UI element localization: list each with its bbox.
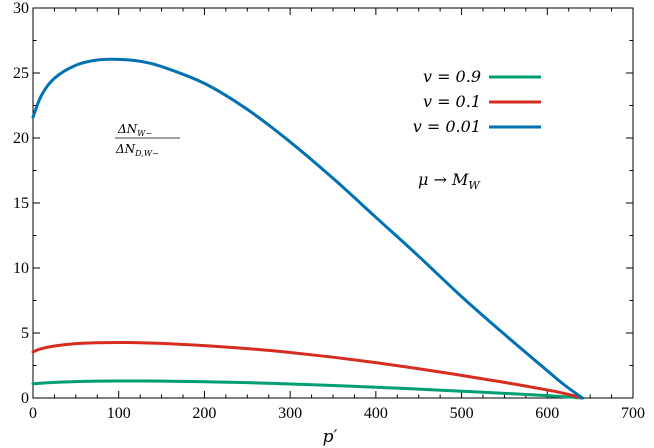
y-tick-label: 0: [21, 390, 29, 407]
legend-label-1: v = 0.1: [423, 92, 481, 111]
x-tick-label: 600: [535, 405, 559, 422]
x-tick-label: 500: [450, 405, 474, 422]
series-line-1: [31, 340, 584, 400]
series-lines: [31, 57, 584, 400]
series-line-2: [31, 57, 584, 400]
y-tick-label: 30: [13, 0, 29, 17]
svg-text:ΔND,W−: ΔND,W−: [115, 142, 159, 158]
x-axis-label: p′: [323, 427, 338, 447]
scale-sub: W: [468, 179, 481, 192]
y-tick-label: 20: [13, 130, 29, 147]
y-tick-label: 25: [13, 65, 29, 82]
legend-label-2: v = 0.01: [413, 117, 481, 136]
ratio-numerator-sub: W−: [137, 129, 152, 138]
ratio-annotation: ΔNW− ΔND,W−: [115, 122, 180, 158]
x-tick-label: 100: [107, 405, 131, 422]
series-line-0: [31, 379, 584, 400]
y-tick-label: 15: [13, 195, 29, 212]
y-tick-label: 10: [13, 260, 29, 277]
ratio-numerator: ΔN: [117, 122, 138, 136]
x-tick-label: 400: [364, 405, 388, 422]
legend-label-0: v = 0.9: [423, 67, 481, 86]
legend: v = 0.9 v = 0.1 v = 0.01: [413, 67, 541, 136]
x-tick-label: 300: [278, 405, 302, 422]
x-tick-label: 700: [621, 405, 645, 422]
svg-text:μ → MW: μ → MW: [418, 170, 481, 192]
svg-text:ΔNW−: ΔNW−: [117, 122, 152, 138]
scale-annotation: μ → MW: [418, 170, 481, 192]
x-tick-label: 0: [29, 405, 37, 422]
axis-ticks: 0 100 200 300 400 500 600 700 0 5 10 15 20 25 30: [13, 0, 645, 422]
ratio-denominator: ΔN: [115, 142, 136, 156]
scale-text: μ → M: [418, 170, 469, 189]
x-tick-label: 200: [192, 405, 216, 422]
ratio-denominator-sub: D,W−: [134, 149, 159, 158]
y-tick-label: 5: [21, 325, 29, 342]
